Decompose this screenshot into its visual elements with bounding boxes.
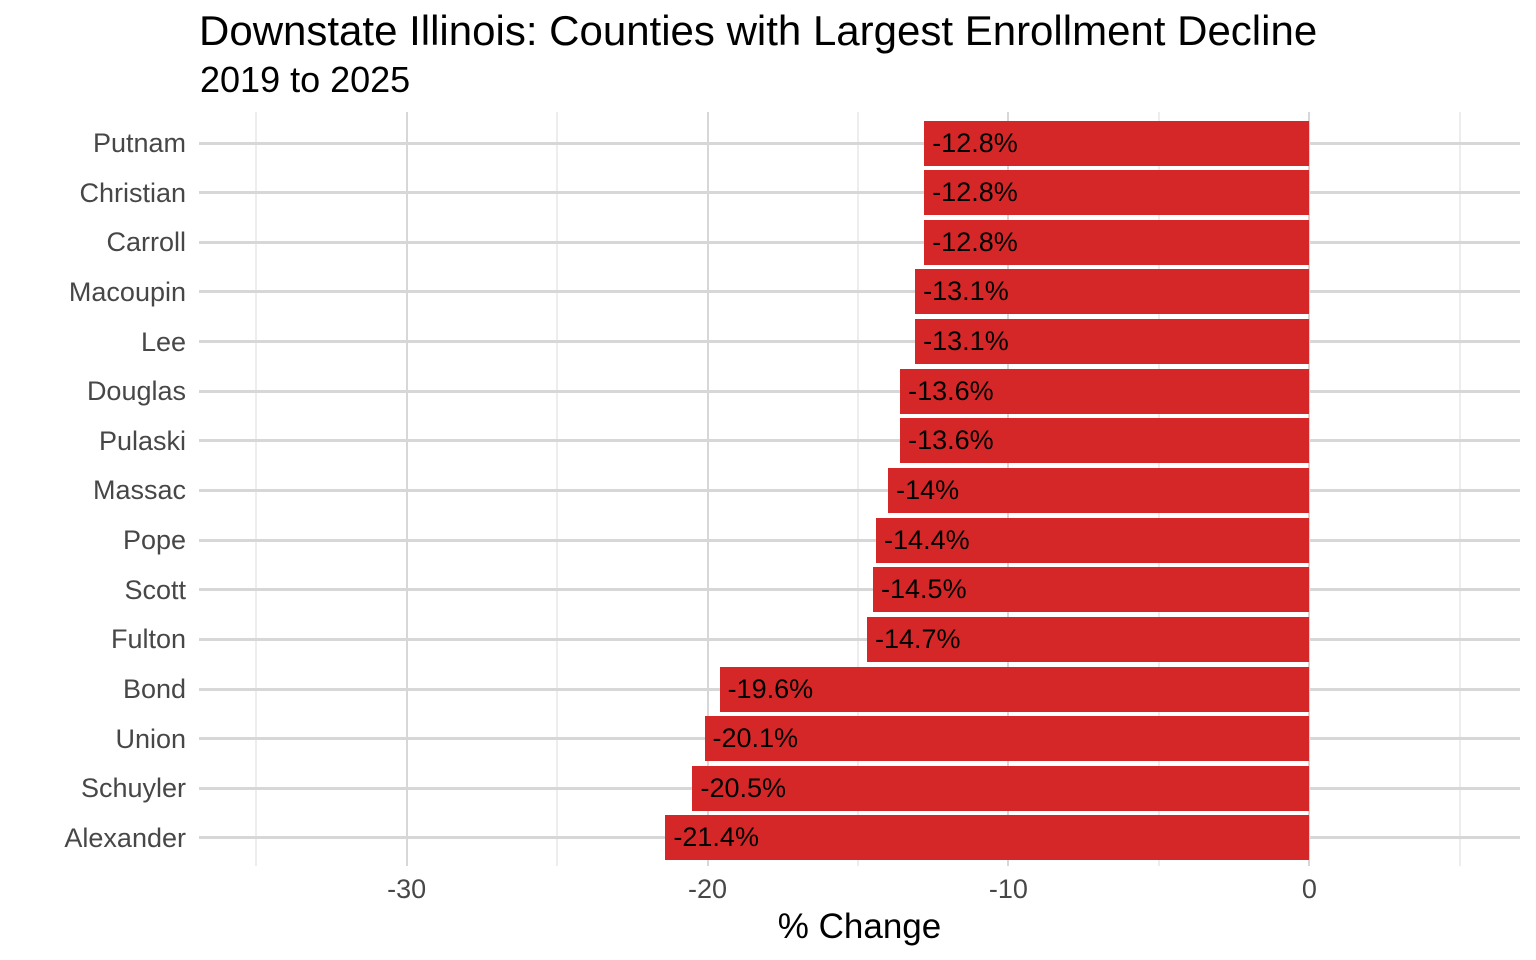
bar-value-label: -14.4% <box>884 524 970 555</box>
x-axis-tick-label: 0 <box>1301 874 1317 904</box>
bar-massac: -14% <box>888 467 1310 513</box>
y-axis-label-carroll: Carroll <box>106 227 186 258</box>
bar-value-label: -13.1% <box>923 326 1009 357</box>
bar-value-label: -12.8% <box>932 177 1018 208</box>
gridline-y-major <box>199 488 1520 492</box>
bar-carroll: -12.8% <box>924 219 1310 265</box>
bar-pulaski: -13.6% <box>900 418 1310 464</box>
y-axis-label-christian: Christian <box>79 177 186 208</box>
chart-title: Downstate Illinois: Counties with Larges… <box>199 7 1318 54</box>
gridline-y-major <box>199 141 1520 145</box>
y-axis-label-putnam: Putnam <box>92 128 186 158</box>
y-axis-label-douglas: Douglas <box>86 376 186 407</box>
bar-value-label: -20.1% <box>712 723 799 754</box>
gridline-y-major <box>199 439 1520 443</box>
x-axis-tick-label: -10 <box>988 874 1028 904</box>
bar-alexander: -21.4% <box>665 815 1310 861</box>
y-axis-label-schuyler: Schuyler <box>80 773 186 804</box>
gridline-y-major <box>199 637 1520 641</box>
x-axis-title: % Change <box>777 907 942 946</box>
y-axis-label-pope: Pope <box>122 525 186 556</box>
x-axis-tick-label: -30 <box>387 874 427 904</box>
bar-fulton: -14.7% <box>867 616 1310 662</box>
bar-christian: -12.8% <box>924 170 1310 216</box>
gridline-y-major <box>199 240 1520 244</box>
y-axis-label-alexander: Alexander <box>64 822 186 853</box>
y-axis-label-union: Union <box>115 723 186 754</box>
bar-value-label: -21.4% <box>673 822 759 853</box>
bar-value-label: -19.6% <box>727 673 814 704</box>
bar-value-label: -12.8% <box>932 226 1018 257</box>
gridline-y-major <box>199 538 1520 542</box>
bar-douglas: -13.6% <box>900 368 1310 414</box>
plot-panel: -12.8% -12.8% -12.8% -13.1% -13.1% -13.6% -13.… <box>199 112 1520 866</box>
x-axis-tick-label: -20 <box>688 874 728 904</box>
y-axis-label-macoupin: Macoupin <box>68 276 186 307</box>
chart-subtitle: 2019 to 2025 <box>200 59 411 100</box>
bar-value-label: -12.8% <box>932 127 1018 158</box>
bar-value-label: -13.6% <box>908 375 994 406</box>
bar-bond: -19.6% <box>719 666 1310 712</box>
bar-value-label: -20.5% <box>700 772 787 803</box>
y-axis-label-massac: Massac <box>92 475 186 506</box>
bar-value-label: -14.7% <box>875 623 961 654</box>
bar-lee: -13.1% <box>915 319 1310 365</box>
bar-value-label: -13.6% <box>908 425 994 456</box>
bar-union: -20.1% <box>704 716 1310 762</box>
gridline-y-major <box>199 340 1520 344</box>
gridline-y-major <box>199 588 1520 592</box>
y-axis-label-scott: Scott <box>124 574 186 605</box>
bar-value-label: -14.5% <box>881 574 967 605</box>
bar-scott: -14.5% <box>873 567 1310 613</box>
bar-putnam: -12.8% <box>924 120 1310 166</box>
y-axis-label-pulaski: Pulaski <box>98 425 186 456</box>
bar-schuyler: -20.5% <box>692 765 1310 811</box>
gridline-y-major <box>199 191 1520 195</box>
bar-value-label: -14% <box>896 474 960 505</box>
y-axis-label-bond: Bond <box>122 674 186 705</box>
gridline-y-major <box>199 389 1520 393</box>
gridline-y-major <box>199 290 1520 294</box>
y-axis-label-fulton: Fulton <box>110 624 186 655</box>
bar-value-label: -13.1% <box>923 276 1009 307</box>
bar-macoupin: -13.1% <box>915 269 1310 315</box>
bar-pope: -14.4% <box>876 517 1310 563</box>
y-axis-label-lee: Lee <box>140 326 186 357</box>
